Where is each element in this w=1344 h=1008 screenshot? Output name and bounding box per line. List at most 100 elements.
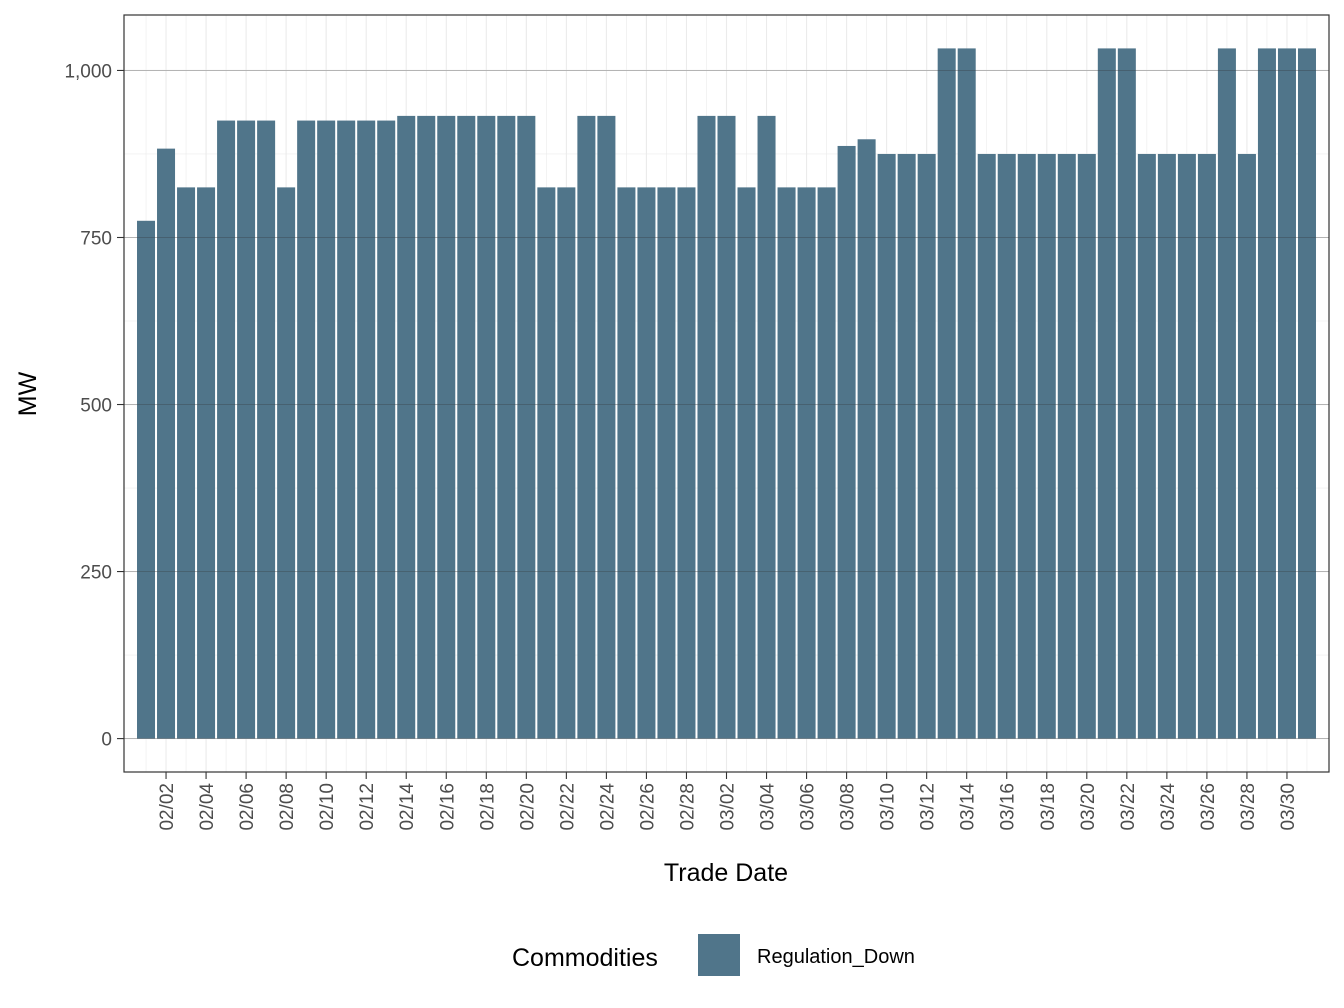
bar-02-13 [377,120,396,739]
x-tick-label: 03/02 [718,783,739,831]
bar-02-21 [537,187,556,739]
x-tick-label: 03/30 [1278,783,1299,831]
bar-03-22 [1117,48,1136,739]
bar-03-31 [1297,48,1316,739]
bar-03-05 [777,187,796,739]
bar-03-23 [1137,153,1156,739]
x-tick-label: 03/22 [1118,783,1139,831]
bar-03-27 [1217,48,1236,739]
bar-03-09 [857,139,876,739]
legend-label: Regulation_Down [757,946,915,968]
x-axis: 02/02 02/04 02/06 02/08 02/10 02/12 02/14 02/16… [157,772,1299,831]
x-tick-label: 03/24 [1158,783,1179,831]
bar-02-27 [657,187,676,739]
x-tick-label: 03/18 [1038,783,1059,831]
bar-02-05 [217,120,236,739]
bar-03-14 [957,48,976,739]
bar-02-19 [497,115,516,739]
bar-02-17 [457,115,476,739]
bar-03-19 [1057,153,1076,739]
y-tick-label: 1,000 [64,61,112,82]
y-axis-title: MW [14,371,42,416]
y-tick-label: 0 [101,730,112,751]
x-tick-label: 03/20 [1078,783,1099,831]
bar-02-02 [157,148,176,739]
bar-02-18 [477,115,496,739]
x-tick-label: 02/14 [397,783,418,831]
y-tick-label: 500 [80,396,112,417]
x-tick-label: 02/20 [517,783,538,831]
x-tick-label: 03/08 [838,783,859,831]
x-tick-label: 02/26 [637,783,658,831]
x-tick-label: 03/28 [1238,783,1259,831]
bar-02-01 [137,220,156,739]
bar-02-08 [277,187,296,739]
bar-03-03 [737,187,756,739]
x-tick-label: 02/12 [357,783,378,831]
bar-03-16 [997,153,1016,739]
bar-02-26 [637,187,656,739]
bar-02-09 [297,120,316,739]
bar-02-14 [397,115,416,739]
bar-03-28 [1237,153,1256,739]
x-tick-label: 02/02 [157,783,178,831]
bar-02-06 [237,120,256,739]
x-tick-label: 02/24 [597,783,618,831]
bars [124,48,1329,739]
x-tick-label: 02/06 [237,783,258,831]
bar-03-08 [837,145,856,739]
bar-02-20 [517,115,536,739]
bar-02-22 [557,187,576,739]
bar-03-20 [1077,153,1096,739]
bar-02-28 [677,187,696,739]
bar-02-07 [257,120,276,739]
x-tick-label: 02/10 [317,783,338,831]
y-tick-label: 750 [80,228,112,249]
bar-03-04 [757,115,776,739]
bar-02-10 [317,120,336,739]
legend-title: Commodities [512,944,658,972]
x-tick-label: 02/18 [477,783,498,831]
bar-03-29 [1257,48,1276,739]
bar-02-15 [417,115,436,739]
bar-03-07 [817,187,836,739]
y-axis: 0 250 500 750 1,000 [64,61,124,751]
bar-02-23 [577,115,596,739]
bar-03-17 [1017,153,1036,739]
x-tick-label: 03/16 [998,783,1019,831]
x-tick-label: 02/28 [677,783,698,831]
x-tick-label: 03/12 [918,783,939,831]
bar-02-11 [337,120,356,739]
legend: Commodities Regulation_Down [512,934,915,976]
bar-03-12 [917,153,936,739]
bar-03-18 [1037,153,1056,739]
x-tick-label: 03/04 [758,783,779,831]
bar-03-02 [717,115,736,739]
x-tick-label: 02/08 [277,783,298,831]
bar-03-30 [1277,48,1296,739]
bar-03-21 [1097,48,1116,739]
bar-03-24 [1157,153,1176,739]
bar-03-26 [1197,153,1216,739]
x-tick-label: 03/06 [798,783,819,831]
x-tick-label: 02/04 [197,783,218,831]
bar-02-03 [177,187,196,739]
bar-03-01 [697,115,716,739]
bar-03-15 [977,153,996,739]
bar-03-06 [797,187,816,739]
bar-02-12 [357,120,376,739]
y-tick-label: 250 [80,563,112,584]
bar-03-11 [897,153,916,739]
legend-key [698,934,740,976]
bar-02-16 [437,115,456,739]
x-tick-label: 02/22 [557,783,578,831]
bar-03-10 [877,153,896,739]
x-axis-title: Trade Date [664,859,788,887]
bar-03-25 [1177,153,1196,739]
bar-02-24 [597,115,616,739]
x-tick-label: 03/10 [878,783,899,831]
x-tick-label: 03/26 [1198,783,1219,831]
x-tick-label: 02/16 [437,783,458,831]
bar-02-25 [617,187,636,739]
